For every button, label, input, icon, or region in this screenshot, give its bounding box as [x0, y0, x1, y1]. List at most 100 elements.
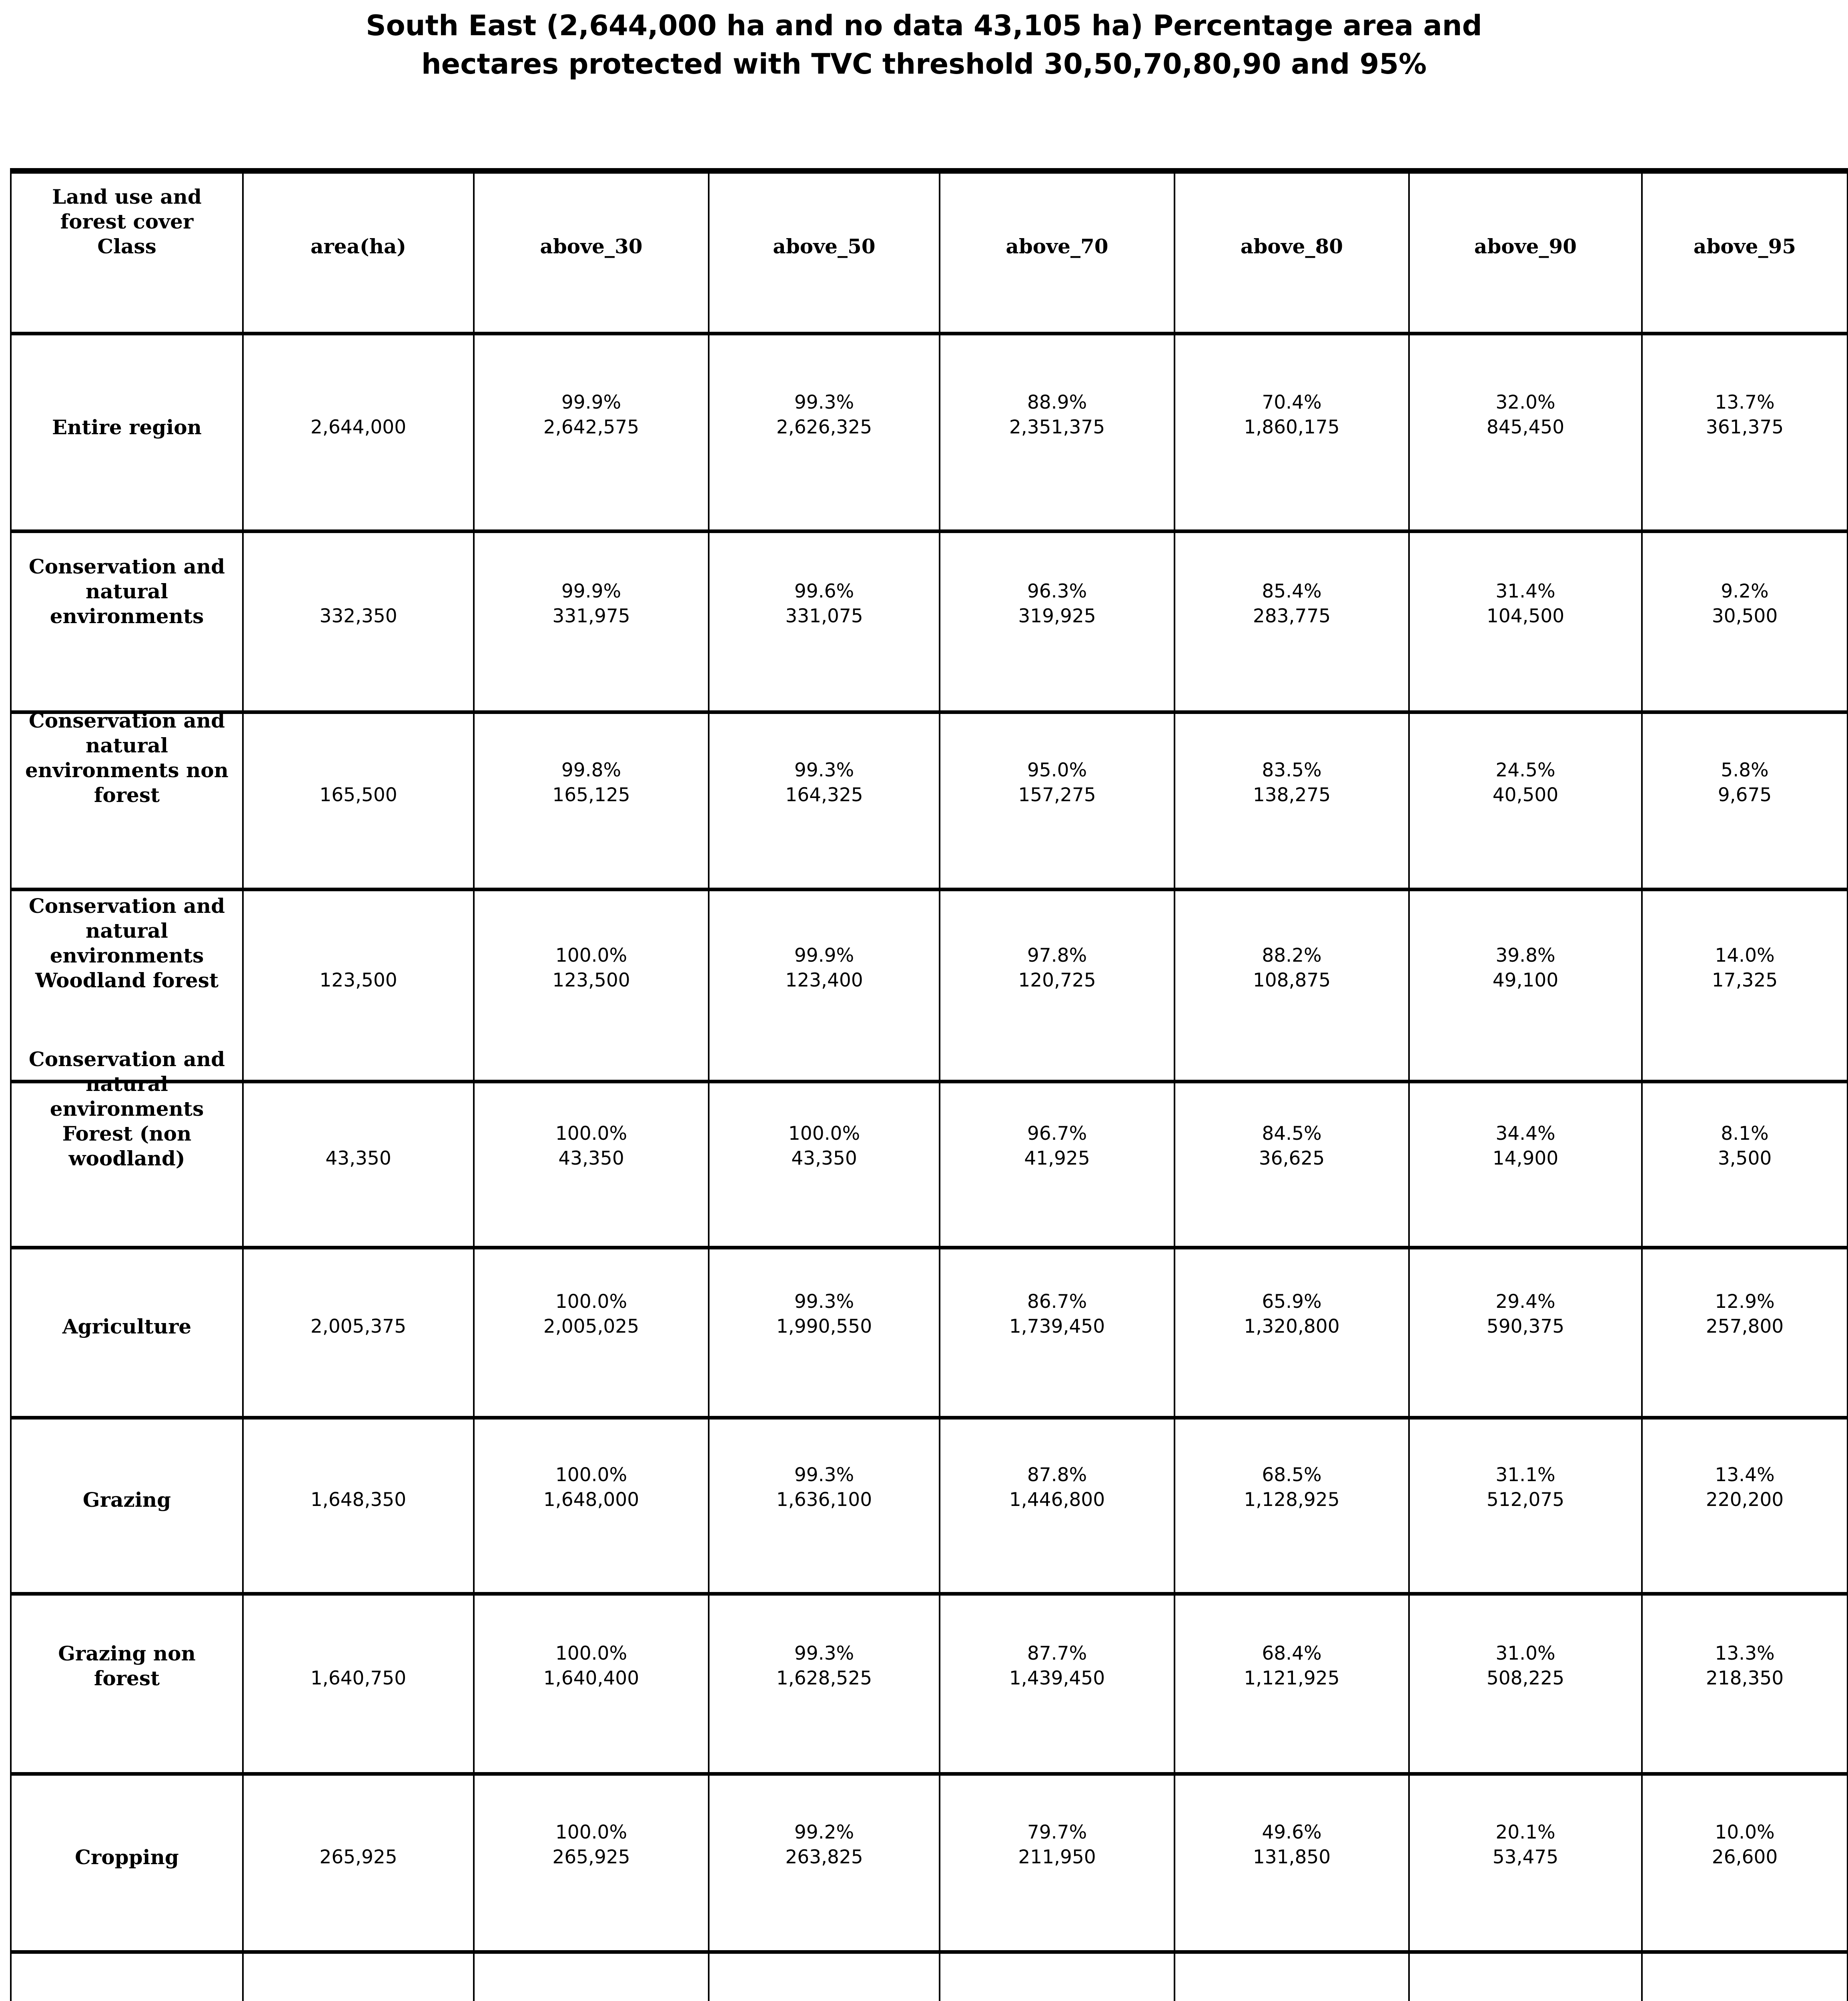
page-title: South East (2,644,000 ha and no data 43,…	[0, 6, 1848, 83]
column-header: area(ha)	[242, 171, 475, 333]
pct-line: 14.0%	[1715, 944, 1775, 966]
threshold-cell: 87.8% 1,446,800	[939, 1418, 1175, 1594]
table-row: Grazing non forest 1,640,750 100.0% 1,640,4…	[10, 1594, 1848, 1774]
area-cell: 1,648,350	[242, 1418, 475, 1594]
threshold-cell: 34.4% 14,900	[1408, 1081, 1643, 1247]
ha-line: 36,625	[1259, 1147, 1325, 1169]
ha-line: 265,925	[552, 1846, 630, 1868]
pct-line: 13.3%	[1715, 1642, 1775, 1664]
pct-line: 65.9%	[1262, 1291, 1322, 1313]
pct-line: 99.3%	[794, 391, 854, 414]
pct-line: 68.5%	[1262, 1464, 1322, 1486]
pct-line: 99.3%	[794, 759, 854, 781]
pct-line: 29.4%	[1495, 1291, 1555, 1313]
pct-line: 32.0%	[1495, 391, 1555, 414]
threshold-cell: 88.2% 108,875	[1174, 889, 1410, 1081]
threshold-cell: 96.3% 319,925	[939, 531, 1175, 712]
threshold-cell: 12.2%10,950	[1641, 1952, 1848, 2001]
column-header-label: Land use and forest cover Class	[52, 185, 202, 259]
pct-line: 100.0%	[788, 1122, 860, 1145]
area-cell: 265,925	[242, 1774, 475, 1952]
table-row: Conservation and natural environments Wo…	[10, 889, 1848, 1081]
pct-line: 99.3%	[794, 1464, 854, 1486]
threshold-cell: 8.1% 3,500	[1641, 1081, 1848, 1247]
row-label-cell: Grazing non forest	[10, 1594, 244, 1774]
threshold-cell: 5.8% 9,675	[1641, 712, 1848, 889]
pct-line: 34.4%	[1495, 1122, 1555, 1145]
column-header-label: area(ha)	[310, 235, 406, 259]
row-label-cell: Conservation and natural environments no…	[10, 709, 244, 889]
pct-line: 39.8%	[1495, 944, 1555, 966]
threshold-cell: 12.9% 257,800	[1641, 1247, 1848, 1418]
ha-line: 2,005,025	[543, 1315, 639, 1338]
row-label: Grazing	[82, 1488, 171, 1512]
pct-line: 100.0%	[475, 1999, 707, 2001]
area-cell: 2,005,375	[242, 1247, 475, 1418]
ha-line: 17,325	[1712, 969, 1778, 991]
threshold-cell: 99.9% 123,400	[708, 889, 940, 1081]
threshold-cell: 100.0% 43,350	[708, 1081, 940, 1247]
threshold-cell: 14.0% 17,325	[1641, 889, 1848, 1081]
column-header-label: above_90	[1474, 235, 1577, 259]
ha-line: 157,275	[1018, 784, 1096, 806]
pct-line: 88.2%	[1262, 944, 1322, 966]
column-header: above_70	[939, 171, 1175, 333]
row-label-cell: Cropping	[10, 1774, 244, 1952]
pct-line: 99.9%	[794, 944, 854, 966]
pct-line: 100.0%	[555, 944, 627, 966]
ha-line: 331,075	[785, 605, 863, 627]
threshold-cell: 99.6% 331,075	[708, 531, 940, 712]
pct-line: 95.0%	[1027, 759, 1087, 781]
pct-line: 10.0%	[1715, 1821, 1775, 1843]
pct-line: 31.0%	[1495, 1642, 1555, 1664]
column-header-label: above_50	[773, 235, 876, 259]
threshold-cell: 32.0% 845,450	[1408, 333, 1643, 531]
ha-line: 1,860,175	[1244, 416, 1340, 439]
column-header-label: above_30	[540, 235, 643, 259]
ha-line: 211,950	[1018, 1846, 1096, 1868]
pct-line: 99.9%	[561, 391, 621, 414]
threshold-cell: 100.0% 2,005,025	[473, 1247, 710, 1418]
threshold-cell: 99.3% 164,325	[708, 712, 940, 889]
threshold-cell: 84.5% 36,625	[1174, 1081, 1410, 1247]
ha-line: 1,446,800	[1009, 1489, 1105, 1511]
area-value: 2,644,000	[310, 416, 407, 439]
area-cell: 165,500	[242, 712, 475, 889]
pct-line: 99.6%	[794, 580, 854, 602]
ha-line: 104,500	[1486, 605, 1565, 627]
pct-line: 66.4%	[1176, 1999, 1407, 2001]
pct-line: 100.0%	[555, 1464, 627, 1486]
threshold-cell: 24.5% 40,500	[1408, 712, 1643, 889]
row-label-cell: Entire region	[10, 333, 244, 531]
pct-line: 100.0%	[555, 1821, 627, 1843]
pct-line: 84.5%	[1262, 1122, 1322, 1145]
threshold-cell: 100.0% 123,500	[473, 889, 710, 1081]
threshold-cell: 31.1% 512,075	[1408, 1418, 1643, 1594]
ha-line: 218,350	[1706, 1667, 1784, 1689]
row-label: Cropping	[75, 1845, 179, 1869]
threshold-cell: 89.0%79,725	[939, 1952, 1175, 2001]
pct-line: 100.0%	[555, 1122, 627, 1145]
ha-line: 53,475	[1492, 1846, 1559, 1868]
table-row: Grazing 1,648,350 100.0% 1,648,000 99.3% 1,63…	[10, 1418, 1848, 1594]
ha-line: 120,725	[1018, 969, 1096, 991]
threshold-cell: 83.5% 138,275	[1174, 712, 1410, 889]
threshold-cell: 27.6%24,700	[1408, 1952, 1643, 2001]
area-value: 165,500	[319, 784, 397, 806]
ha-line: 1,648,000	[543, 1489, 639, 1511]
ha-line: 319,925	[1018, 605, 1096, 627]
ha-line: 138,275	[1253, 784, 1331, 806]
row-label-cell: Agriculture	[10, 1247, 244, 1418]
pct-line: 86.7%	[1027, 1291, 1087, 1313]
column-header: above_50	[708, 171, 940, 333]
threshold-cell: 29.4% 590,375	[1408, 1247, 1643, 1418]
ha-line: 3,500	[1718, 1147, 1772, 1169]
area-cell: 89,550	[242, 1952, 475, 2001]
threshold-cell: 13.4% 220,200	[1641, 1418, 1848, 1594]
area-cell: 332,350	[242, 531, 475, 712]
ha-line: 1,320,800	[1244, 1315, 1340, 1338]
pct-line: 13.7%	[1715, 391, 1775, 414]
ha-line: 263,825	[785, 1846, 863, 1868]
ha-line: 14,900	[1492, 1147, 1559, 1169]
threshold-cell: 100.0%89,550	[473, 1952, 710, 2001]
